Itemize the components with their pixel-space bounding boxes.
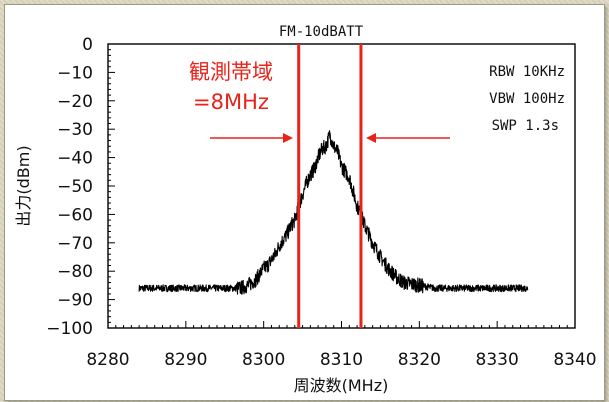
band-label-line1: 観測帯域 — [189, 60, 273, 84]
y-tick-label: 0 — [82, 35, 93, 55]
x-tick-label: 8330 — [476, 350, 519, 370]
y-tick-label: −60 — [57, 205, 93, 225]
y-tick-label: −50 — [57, 177, 93, 197]
y-tick-label: −20 — [57, 92, 93, 112]
x-tick-label: 8340 — [553, 350, 596, 370]
x-tick-label: 8300 — [242, 350, 285, 370]
x-tick-label: 8280 — [86, 350, 129, 370]
rbw-setting: RBW 10KHz — [489, 64, 565, 80]
chart-figure: 8280 8290 8300 8310 8320 8330 8340 0 −10 −20 −30 −… — [4, 4, 605, 401]
y-tick-label: −100 — [46, 319, 93, 339]
x-tick-label: 8290 — [164, 350, 207, 370]
chart-canvas: 8280 8290 8300 8310 8320 8330 8340 0 −10 −20 −30 −… — [5, 5, 604, 400]
x-tick-labels: 8280 8290 8300 8310 8320 8330 8340 — [86, 350, 596, 370]
x-tick-label: 8320 — [398, 350, 441, 370]
x-axis-title: 周波数(MHz) — [294, 376, 389, 395]
x-tick-label: 8310 — [320, 350, 363, 370]
y-tick-label: −10 — [57, 63, 93, 83]
y-tick-labels: 0 −10 −20 −30 −40 −50 −60 −70 −80 −90 −100 — [46, 35, 93, 339]
chart-title: FM-10dBATT — [279, 24, 364, 40]
y-tick-label: −80 — [57, 262, 93, 282]
y-tick-label: −90 — [57, 291, 93, 311]
y-tick-label: −30 — [57, 120, 93, 140]
band-label-line2: =8MHz — [193, 90, 269, 114]
y-tick-label: −40 — [57, 149, 93, 169]
vbw-setting: VBW 100Hz — [489, 91, 565, 107]
y-tick-label: −70 — [57, 234, 93, 254]
swp-setting: SWP 1.3s — [492, 118, 559, 134]
y-axis-title: 出力(dBm) — [14, 145, 33, 226]
